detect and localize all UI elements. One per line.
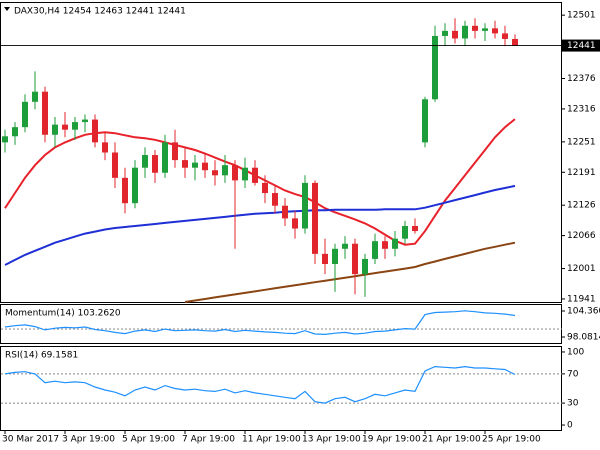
candle-body — [462, 25, 468, 39]
candle-body — [172, 142, 178, 161]
candle-body — [132, 167, 138, 204]
candle-body — [242, 167, 248, 181]
x-tick-label: 25 Apr 19:00 — [482, 435, 541, 445]
main-panel — [0, 2, 562, 303]
candle-body — [232, 165, 238, 181]
y-tick-label: 104.3609 — [567, 306, 600, 316]
candle-body — [422, 99, 428, 143]
x-tick-label: 21 Apr 19:00 — [422, 435, 481, 445]
x-tick-label: 19 Apr 19:00 — [362, 435, 421, 445]
x-tick-label: 5 Apr 19:00 — [122, 435, 175, 445]
x-tick-label: 3 Apr 19:00 — [62, 435, 115, 445]
candle-body — [192, 162, 198, 168]
candle-body — [202, 162, 208, 171]
candle-body — [182, 160, 188, 168]
candle-body — [262, 182, 268, 194]
candle-body — [272, 193, 278, 206]
candle-body — [372, 241, 378, 259]
candle-body — [292, 218, 298, 229]
y-tick-label: 11941 — [567, 294, 596, 304]
candle-body — [322, 253, 328, 264]
candle-body — [212, 170, 218, 176]
y-tick-label: 12191 — [567, 168, 596, 178]
price-box — [562, 39, 600, 52]
candle-body — [302, 182, 308, 229]
indicator-line — [4, 310, 516, 336]
candle-body — [92, 119, 98, 143]
momentum-panel — [0, 304, 562, 344]
dropdown-icon — [4, 7, 10, 11]
candle-body — [22, 101, 28, 128]
candle-body — [472, 25, 478, 31]
candle-body — [352, 243, 358, 275]
candle-body — [252, 167, 258, 183]
candle-body — [112, 152, 118, 178]
candle-body — [142, 155, 148, 168]
y-tick-label: 12001 — [567, 264, 596, 274]
candle-body — [382, 241, 388, 249]
candle-body — [342, 243, 348, 249]
y-tick-label: 12501 — [567, 11, 596, 21]
moving-average — [184, 241, 516, 303]
y-tick-label: 98.0814 — [567, 332, 600, 342]
candle-body — [512, 38, 518, 46]
candle-body — [72, 122, 78, 130]
indicator-line — [4, 365, 516, 404]
y-tick-label: 100 — [567, 347, 584, 357]
y-tick-label: 12376 — [567, 74, 596, 84]
candle-body — [2, 136, 8, 143]
candle-body — [102, 142, 108, 153]
candle-body — [62, 124, 68, 130]
candle-body — [332, 248, 338, 264]
candle-body — [362, 258, 368, 275]
candle-body — [82, 119, 88, 123]
candle-body — [162, 142, 168, 173]
candle-body — [152, 155, 158, 173]
candle-body — [282, 205, 288, 219]
x-tick-label: 30 Mar 2017 — [2, 435, 59, 445]
y-tick-label: 12316 — [567, 104, 596, 114]
panel-title: Momentum(14) 103.2620 — [5, 309, 121, 319]
candle-body — [42, 91, 48, 135]
moving-average — [4, 118, 516, 246]
y-tick-label: 30 — [567, 399, 579, 409]
y-tick-label: 12066 — [567, 231, 596, 241]
candle-body — [222, 165, 228, 176]
moving-average — [4, 184, 516, 266]
candle-body — [452, 30, 458, 39]
y-tick-label: 12126 — [567, 201, 596, 211]
panel-title: DAX30,H4 12454 12463 12441 12441 — [14, 7, 186, 17]
candle-body — [442, 30, 448, 36]
candle-body — [122, 177, 128, 204]
candle-body — [12, 127, 18, 137]
x-tick-label: 7 Apr 19:00 — [182, 435, 235, 445]
candle-body — [502, 33, 508, 39]
candle-body — [432, 35, 438, 100]
candle-body — [412, 225, 418, 232]
candle-body — [492, 28, 498, 34]
candle-body — [32, 91, 38, 102]
candle-body — [312, 182, 318, 254]
candle-body — [482, 28, 488, 31]
candle-body — [402, 225, 408, 239]
candle-body — [392, 238, 398, 249]
y-tick-label: 12251 — [567, 137, 596, 147]
price-label: 12441 — [567, 41, 596, 51]
panel-title: RSI(14) 69.1581 — [5, 351, 78, 361]
candle-body — [52, 124, 58, 135]
x-tick-label: 11 Apr 19:00 — [242, 435, 301, 445]
y-tick-label: 0 — [567, 421, 573, 431]
x-tick-label: 13 Apr 19:00 — [302, 435, 361, 445]
rsi-panel — [0, 346, 562, 431]
y-tick-label: 70 — [567, 369, 579, 379]
